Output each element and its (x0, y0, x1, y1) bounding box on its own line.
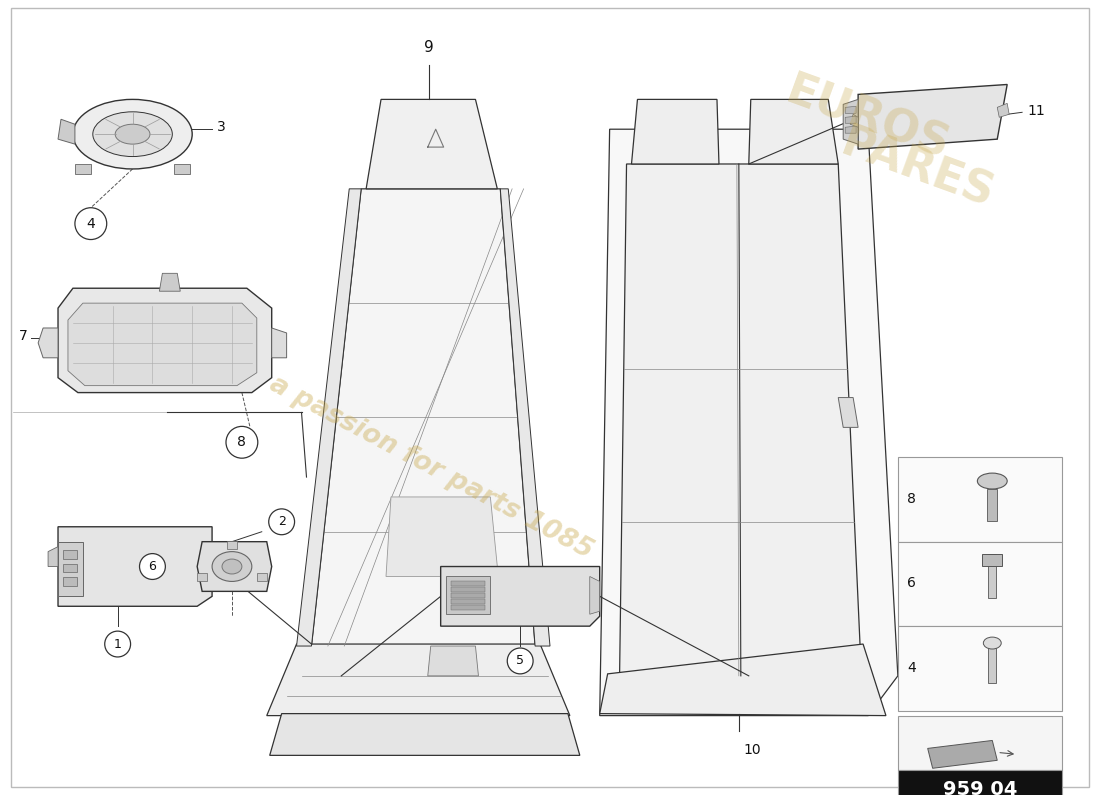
Polygon shape (266, 644, 570, 716)
Circle shape (140, 554, 165, 579)
Polygon shape (998, 103, 1009, 118)
Polygon shape (272, 328, 287, 358)
Polygon shape (257, 574, 267, 582)
Polygon shape (451, 587, 485, 592)
Polygon shape (386, 497, 498, 577)
Polygon shape (451, 599, 485, 604)
Bar (898, 542, 1062, 626)
Ellipse shape (978, 473, 1008, 489)
Polygon shape (844, 99, 858, 144)
Ellipse shape (73, 99, 192, 169)
Text: 8: 8 (238, 435, 246, 450)
Polygon shape (988, 554, 997, 598)
Polygon shape (988, 489, 998, 521)
Polygon shape (451, 582, 485, 586)
Text: 4: 4 (87, 217, 96, 230)
Polygon shape (75, 164, 91, 174)
Polygon shape (160, 274, 180, 291)
Polygon shape (297, 189, 361, 646)
Ellipse shape (116, 124, 150, 144)
Text: 6: 6 (148, 560, 156, 573)
Bar (898, 626, 1062, 710)
Text: 959 04: 959 04 (943, 780, 1018, 798)
Polygon shape (600, 644, 886, 716)
Polygon shape (845, 116, 856, 123)
Polygon shape (197, 574, 207, 582)
Polygon shape (227, 541, 236, 549)
Polygon shape (270, 714, 580, 755)
Bar (898, 457, 1062, 542)
Polygon shape (197, 542, 272, 591)
Polygon shape (428, 646, 478, 676)
Polygon shape (39, 328, 58, 358)
Circle shape (268, 509, 295, 534)
Polygon shape (48, 546, 58, 566)
Text: EUROS: EUROS (780, 70, 956, 169)
Polygon shape (58, 288, 272, 393)
Polygon shape (858, 85, 1008, 149)
Polygon shape (619, 164, 860, 676)
Text: 7: 7 (19, 329, 28, 343)
Text: a passion for parts 1085: a passion for parts 1085 (265, 370, 597, 564)
Polygon shape (63, 563, 77, 573)
Polygon shape (500, 189, 550, 646)
Bar (898, 716, 1062, 770)
Ellipse shape (222, 559, 242, 574)
Polygon shape (838, 398, 858, 427)
Polygon shape (68, 303, 256, 386)
Polygon shape (982, 554, 1002, 566)
Polygon shape (451, 594, 485, 598)
Polygon shape (58, 119, 75, 144)
Polygon shape (927, 741, 998, 768)
Polygon shape (845, 106, 856, 114)
Polygon shape (58, 526, 212, 606)
Polygon shape (441, 566, 600, 626)
Polygon shape (850, 114, 858, 127)
Polygon shape (366, 99, 497, 189)
Polygon shape (58, 542, 82, 596)
Polygon shape (600, 130, 898, 716)
Text: 6: 6 (908, 577, 916, 590)
Text: 4: 4 (908, 661, 916, 675)
Ellipse shape (983, 637, 1001, 649)
Polygon shape (63, 578, 77, 586)
Text: 1: 1 (113, 638, 122, 650)
Text: 8: 8 (908, 492, 916, 506)
Circle shape (75, 208, 107, 239)
Polygon shape (631, 99, 719, 164)
Polygon shape (174, 164, 190, 174)
Text: 3: 3 (217, 120, 226, 134)
Polygon shape (451, 606, 485, 610)
Polygon shape (63, 550, 77, 558)
Text: 10: 10 (744, 743, 761, 758)
Ellipse shape (212, 552, 252, 582)
Text: 11: 11 (1027, 104, 1045, 118)
Polygon shape (590, 577, 600, 614)
Circle shape (226, 426, 257, 458)
Text: PARES: PARES (835, 122, 1000, 217)
Circle shape (507, 648, 534, 674)
Polygon shape (446, 577, 491, 614)
Bar (898, 770, 1062, 800)
Text: 2: 2 (277, 515, 286, 528)
Polygon shape (749, 99, 838, 164)
Text: 9: 9 (424, 40, 433, 54)
Polygon shape (988, 643, 997, 683)
Ellipse shape (92, 112, 173, 157)
Polygon shape (311, 189, 535, 646)
Circle shape (104, 631, 131, 657)
Polygon shape (845, 126, 856, 133)
Text: 5: 5 (516, 654, 525, 667)
